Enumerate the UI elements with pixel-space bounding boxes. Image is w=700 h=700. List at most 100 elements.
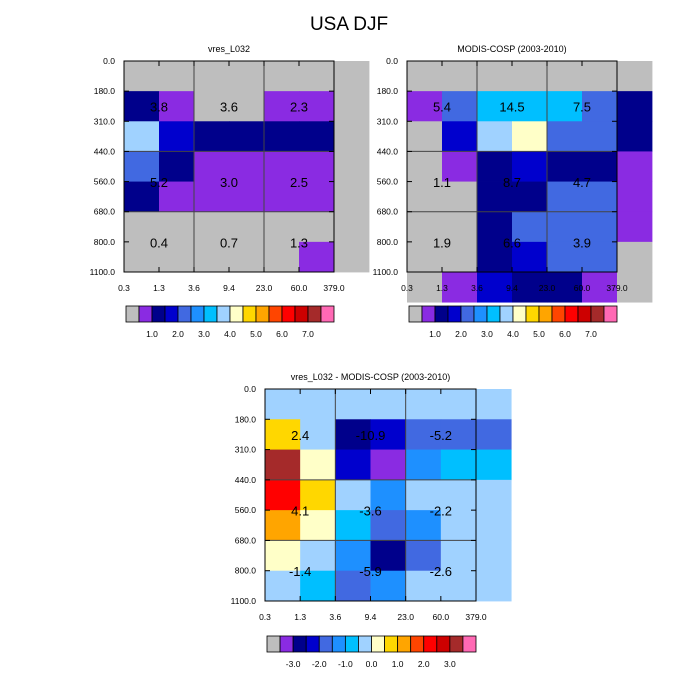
heatmap-cell bbox=[547, 272, 583, 303]
colorbar-box bbox=[190, 305, 205, 323]
heatmap-cell bbox=[370, 389, 407, 420]
box-value: 2.5 bbox=[290, 175, 308, 190]
y-tick-label: 310.0 bbox=[94, 116, 116, 126]
colorbar-box bbox=[307, 305, 322, 323]
y-tick-label: 180.0 bbox=[94, 86, 116, 96]
y-tick-label: 800.0 bbox=[235, 566, 257, 576]
heatmap-cell bbox=[334, 211, 370, 243]
heatmap-cell bbox=[547, 91, 583, 122]
colorbar-box bbox=[410, 635, 425, 653]
y-tick-label: 310.0 bbox=[235, 445, 257, 455]
colorbar-box bbox=[551, 305, 566, 323]
heatmap-cell bbox=[617, 181, 653, 213]
heatmap-cell bbox=[370, 540, 407, 572]
heatmap-cell bbox=[159, 181, 195, 213]
heatmap-cell bbox=[442, 272, 478, 303]
x-tick-label: 3.6 bbox=[329, 612, 341, 622]
heatmap-cell bbox=[442, 61, 478, 92]
colorbar-label: 4.0 bbox=[224, 329, 236, 339]
heatmap-cell bbox=[407, 211, 443, 243]
colorbar-box bbox=[538, 305, 553, 323]
heatmap-cell bbox=[442, 121, 478, 152]
colorbar-box bbox=[229, 305, 244, 323]
heatmap-cell bbox=[407, 181, 443, 213]
heatmap-cell bbox=[299, 61, 335, 92]
heatmap-cell bbox=[159, 211, 195, 243]
y-tick-label: 680.0 bbox=[377, 207, 399, 217]
heatmap-cell bbox=[335, 570, 371, 602]
heatmap-cell bbox=[124, 181, 160, 213]
box-value: 5.2 bbox=[150, 175, 168, 190]
x-tick-label: 23.0 bbox=[397, 612, 414, 622]
box-value: -2.6 bbox=[430, 564, 452, 579]
heatmap-cell bbox=[477, 121, 513, 152]
heatmap-panel-2: 0.3 1.3 3.6 9.4 23.0 60.0 379.0 0.0 180.0 310.0 44… bbox=[373, 44, 653, 339]
heatmap-cell bbox=[229, 211, 265, 243]
heatmap-cell bbox=[582, 151, 618, 182]
heatmap-cell bbox=[265, 479, 301, 511]
heatmap-panel-3: 0.3 1.3 3.6 9.4 23.0 60.0 379.0 0.0 180.0 310.0 44… bbox=[231, 372, 512, 669]
heatmap-cell bbox=[547, 181, 583, 213]
heatmap-cell bbox=[334, 181, 370, 213]
heatmap-cell bbox=[264, 151, 300, 182]
heatmap-cell bbox=[440, 389, 477, 420]
heatmap-cell bbox=[300, 570, 336, 602]
colorbar-label: 1.0 bbox=[146, 329, 158, 339]
x-tick-label: 23.0 bbox=[256, 283, 273, 293]
x-tick-label: 379.0 bbox=[465, 612, 487, 622]
panel-title: MODIS-COSP (2003-2010) bbox=[457, 44, 566, 54]
heatmap-cell bbox=[405, 449, 442, 481]
x-tick-label: 9.4 bbox=[506, 283, 518, 293]
heatmap-cell bbox=[265, 540, 301, 572]
colorbar-box bbox=[292, 635, 307, 653]
x-tick-label: 60.0 bbox=[574, 283, 591, 293]
heatmap-cell bbox=[476, 510, 512, 541]
heatmap-cell bbox=[442, 151, 478, 182]
y-tick-label: 1100.0 bbox=[231, 596, 257, 606]
colorbar-label: -1.0 bbox=[338, 659, 353, 669]
heatmap-cell bbox=[582, 91, 618, 122]
x-tick-label: 1.3 bbox=[436, 283, 448, 293]
heatmap-panel-1: 0.3 1.3 3.6 9.4 23.0 60.0 379.0 0.0 180.0 310.0 44… bbox=[90, 44, 370, 339]
heatmap-cell bbox=[440, 540, 477, 572]
colorbar-label: 3.0 bbox=[444, 659, 456, 669]
colorbar-label: 4.0 bbox=[507, 329, 519, 339]
heatmap-cell bbox=[335, 510, 371, 541]
box-value: -10.9 bbox=[356, 428, 386, 443]
y-tick-label: 680.0 bbox=[235, 535, 257, 545]
y-tick-label: 180.0 bbox=[377, 86, 399, 96]
colorbar-box bbox=[266, 635, 281, 653]
heatmap-cell bbox=[194, 211, 230, 243]
box-value: 8.7 bbox=[503, 175, 521, 190]
y-tick-label: 560.0 bbox=[94, 177, 116, 187]
heatmap-cell bbox=[264, 181, 300, 213]
heatmap-cell bbox=[265, 570, 301, 602]
colorbar-box bbox=[397, 635, 412, 653]
heatmap-cell bbox=[229, 121, 265, 152]
box-value: 3.6 bbox=[220, 100, 238, 115]
panel-title: vres_L032 - MODIS-COSP (2003-2010) bbox=[291, 372, 450, 382]
heatmap-cell bbox=[547, 151, 583, 182]
heatmap-cell bbox=[264, 241, 300, 273]
heatmap-cell bbox=[442, 181, 478, 213]
colorbar-box bbox=[305, 635, 320, 653]
heatmap-cell bbox=[442, 211, 478, 243]
heatmap-cell bbox=[194, 151, 230, 182]
heatmap-cell bbox=[264, 121, 300, 152]
y-tick-label: 680.0 bbox=[94, 207, 116, 217]
heatmap-cell bbox=[299, 241, 335, 273]
heatmap-cell bbox=[124, 121, 160, 152]
heatmap-cell bbox=[477, 61, 513, 92]
heatmap-cell bbox=[440, 570, 477, 602]
colorbar-box bbox=[590, 305, 605, 323]
heatmap-cell bbox=[264, 211, 300, 243]
colorbar-label: 0.0 bbox=[366, 659, 378, 669]
colorbar-box bbox=[242, 305, 257, 323]
heatmap-cell bbox=[370, 449, 407, 481]
heatmap-cell bbox=[229, 151, 265, 182]
heatmap-cell bbox=[476, 570, 512, 602]
y-tick-label: 800.0 bbox=[377, 237, 399, 247]
colorbar-box bbox=[294, 305, 309, 323]
heatmap-cell bbox=[370, 419, 407, 450]
main-title: USA DJF bbox=[310, 14, 388, 35]
